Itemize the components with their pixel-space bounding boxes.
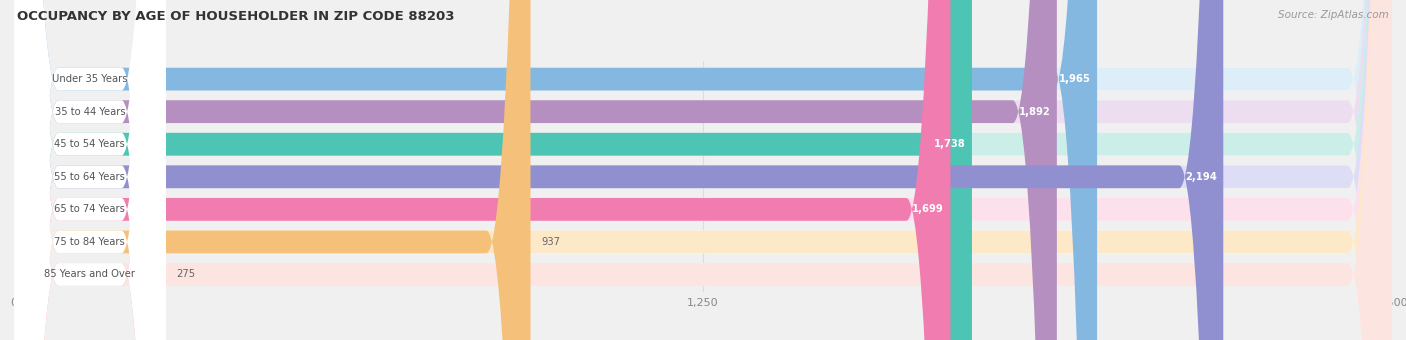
FancyBboxPatch shape	[14, 0, 1097, 340]
FancyBboxPatch shape	[14, 0, 972, 340]
Text: 85 Years and Over: 85 Years and Over	[45, 270, 135, 279]
FancyBboxPatch shape	[14, 0, 1392, 340]
FancyBboxPatch shape	[14, 0, 1392, 340]
Text: 937: 937	[541, 237, 561, 247]
FancyBboxPatch shape	[14, 0, 1392, 340]
Text: 75 to 84 Years: 75 to 84 Years	[55, 237, 125, 247]
FancyBboxPatch shape	[14, 0, 1392, 340]
FancyBboxPatch shape	[14, 0, 1392, 340]
FancyBboxPatch shape	[14, 0, 166, 340]
FancyBboxPatch shape	[14, 0, 950, 340]
Text: Under 35 Years: Under 35 Years	[52, 74, 128, 84]
FancyBboxPatch shape	[14, 0, 1392, 340]
Text: 65 to 74 Years: 65 to 74 Years	[55, 204, 125, 214]
Text: 55 to 64 Years: 55 to 64 Years	[55, 172, 125, 182]
Text: Source: ZipAtlas.com: Source: ZipAtlas.com	[1278, 10, 1389, 20]
FancyBboxPatch shape	[14, 0, 1392, 340]
FancyBboxPatch shape	[14, 0, 166, 340]
FancyBboxPatch shape	[14, 0, 166, 340]
FancyBboxPatch shape	[14, 0, 1392, 340]
FancyBboxPatch shape	[14, 0, 530, 340]
FancyBboxPatch shape	[14, 0, 1392, 340]
FancyBboxPatch shape	[14, 0, 1223, 340]
FancyBboxPatch shape	[14, 0, 1392, 340]
Text: 275: 275	[177, 270, 195, 279]
FancyBboxPatch shape	[14, 0, 1392, 340]
FancyBboxPatch shape	[14, 0, 166, 340]
Text: 1,965: 1,965	[1059, 74, 1091, 84]
Text: 1,699: 1,699	[912, 204, 943, 214]
FancyBboxPatch shape	[14, 0, 166, 340]
Text: 45 to 54 Years: 45 to 54 Years	[55, 139, 125, 149]
FancyBboxPatch shape	[14, 0, 1392, 340]
FancyBboxPatch shape	[14, 0, 1392, 340]
FancyBboxPatch shape	[14, 0, 1057, 340]
FancyBboxPatch shape	[14, 0, 166, 340]
Text: OCCUPANCY BY AGE OF HOUSEHOLDER IN ZIP CODE 88203: OCCUPANCY BY AGE OF HOUSEHOLDER IN ZIP C…	[17, 10, 454, 23]
FancyBboxPatch shape	[14, 0, 166, 340]
Text: 1,892: 1,892	[1018, 107, 1050, 117]
Text: 1,738: 1,738	[934, 139, 966, 149]
FancyBboxPatch shape	[14, 0, 166, 340]
Text: 35 to 44 Years: 35 to 44 Years	[55, 107, 125, 117]
Text: 2,194: 2,194	[1185, 172, 1216, 182]
FancyBboxPatch shape	[14, 0, 1392, 340]
